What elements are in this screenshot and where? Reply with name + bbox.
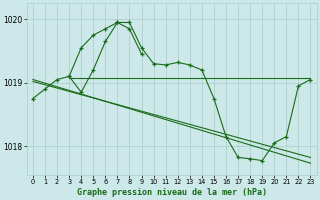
X-axis label: Graphe pression niveau de la mer (hPa): Graphe pression niveau de la mer (hPa): [77, 188, 267, 197]
